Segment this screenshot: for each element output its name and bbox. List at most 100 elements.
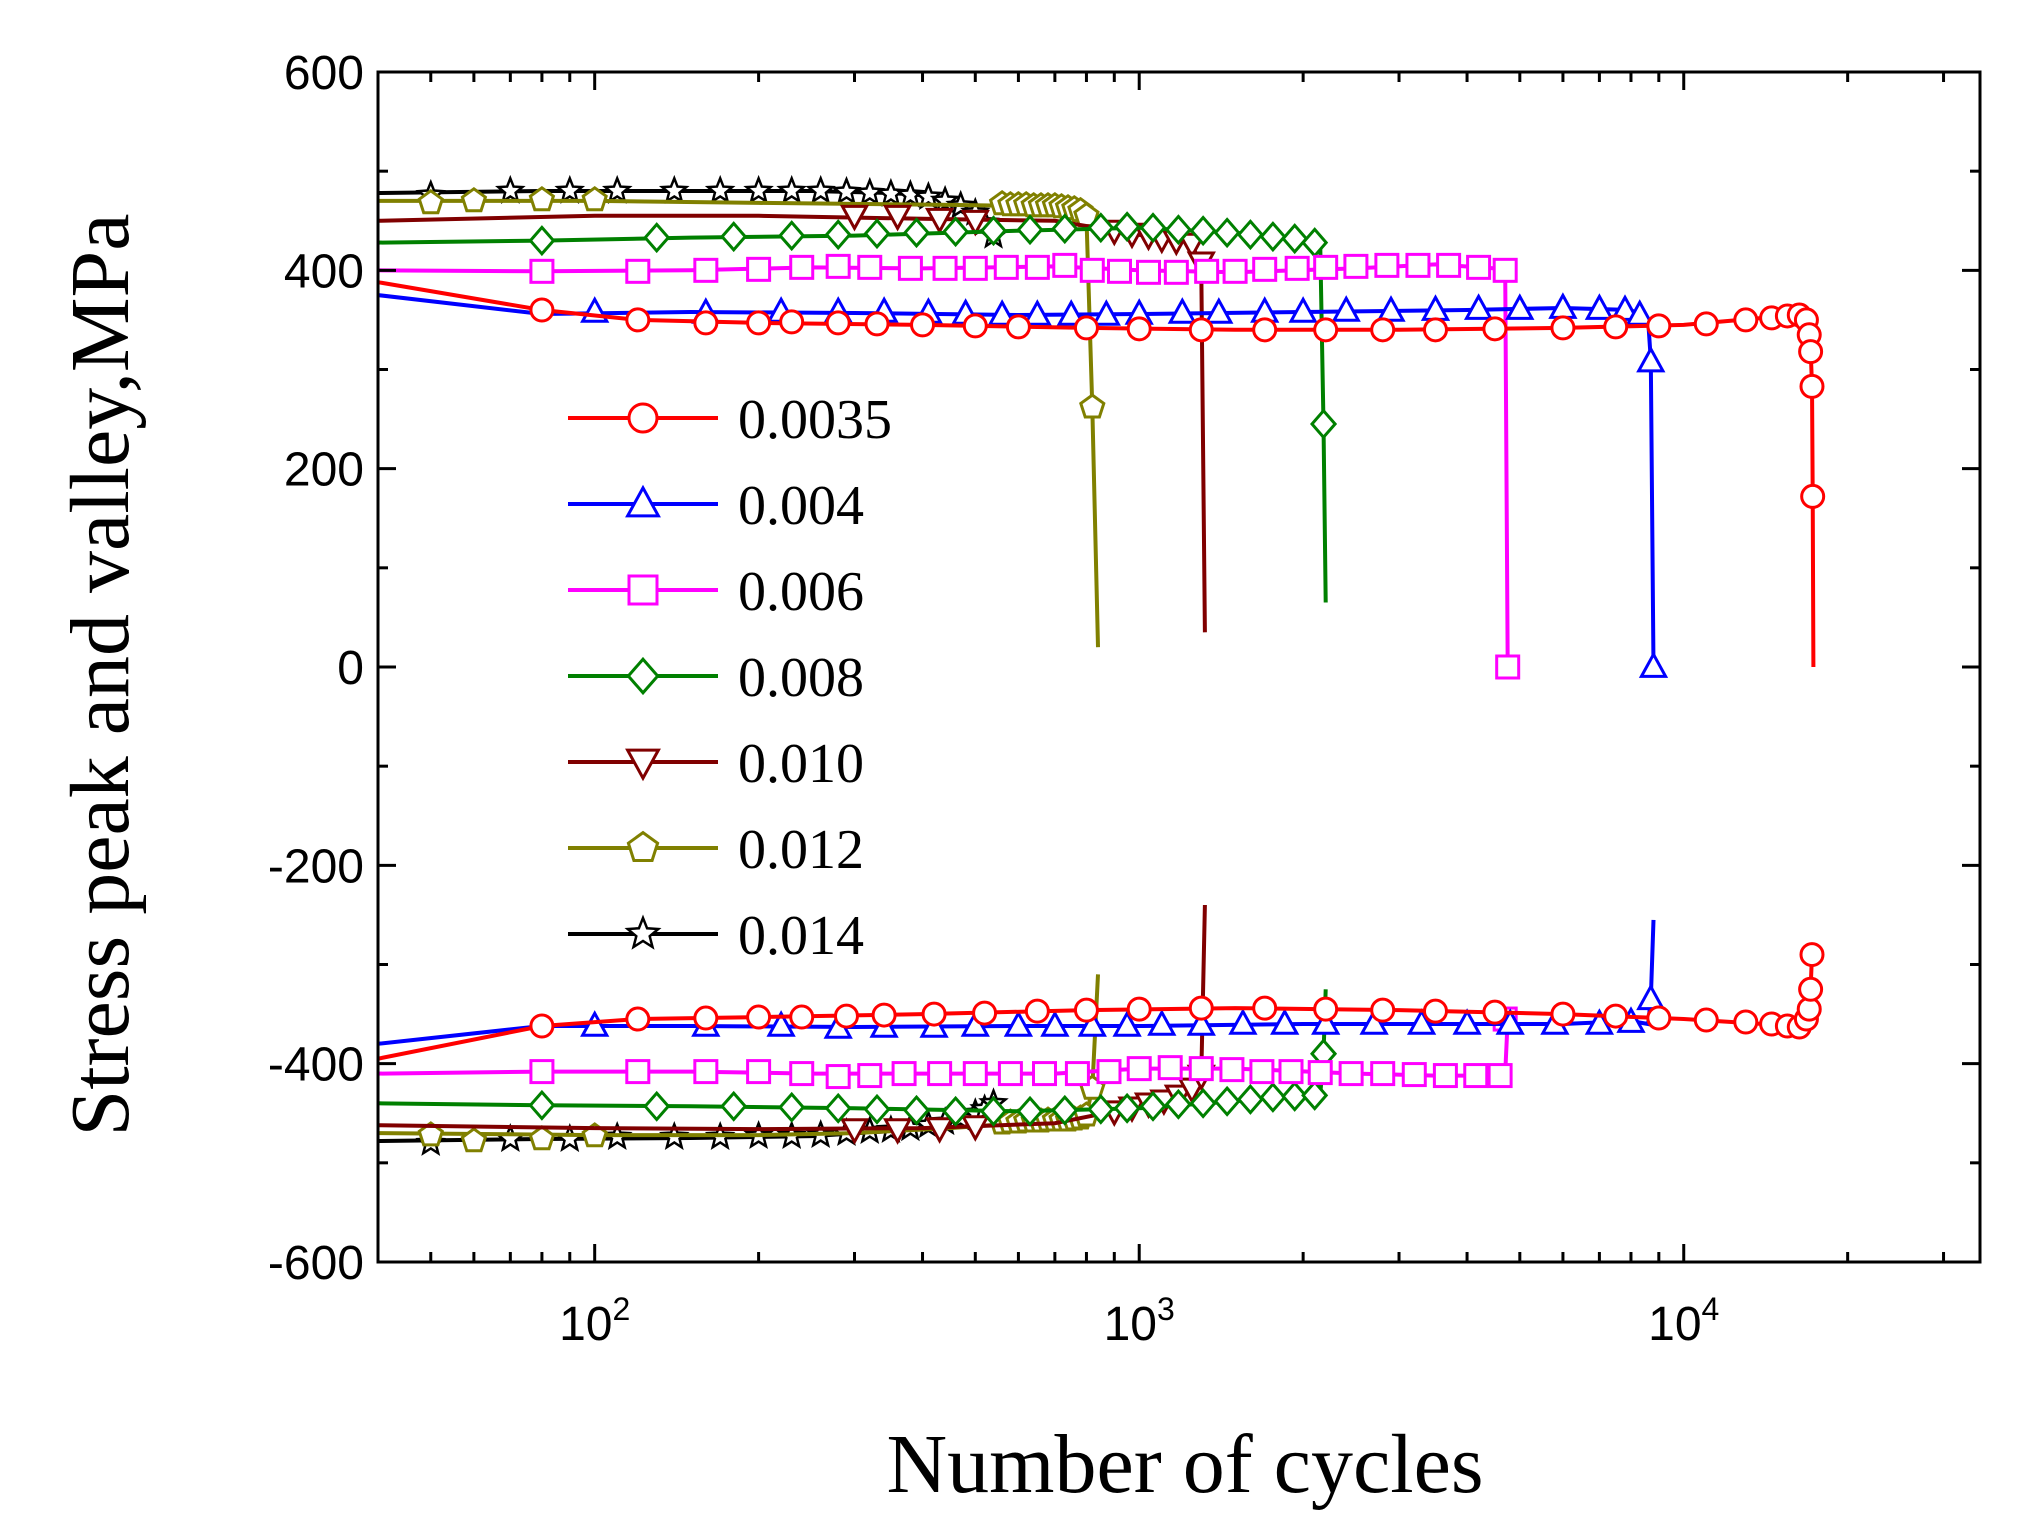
peak-point <box>1495 654 1521 680</box>
peak-point <box>1163 259 1189 285</box>
valley-point <box>1646 1005 1672 1031</box>
peak-point <box>720 221 748 253</box>
peak-point <box>779 309 805 335</box>
peak-point <box>913 180 944 210</box>
valley-point <box>1406 1008 1437 1035</box>
valley-point <box>789 1061 815 1087</box>
peak-point <box>1370 317 1396 343</box>
valley-point <box>1463 1063 1489 1089</box>
legend-label: 0.004 <box>738 475 864 537</box>
y-tick-label: 0 <box>337 642 364 695</box>
legend-marker <box>624 914 662 950</box>
valley-point <box>972 1000 998 1026</box>
peak-point <box>1056 299 1086 326</box>
valley-point <box>891 1061 917 1087</box>
valley-point <box>625 1006 651 1032</box>
valley-point <box>1798 976 1824 1002</box>
peak-point <box>1079 393 1106 419</box>
peak-point <box>1113 211 1141 243</box>
peak-point <box>1693 311 1719 337</box>
valley-point <box>1278 1059 1304 1085</box>
valley-point <box>1003 1010 1034 1037</box>
legend-entry: 0.012 <box>568 819 864 881</box>
valley-point <box>528 1125 556 1151</box>
valley-point <box>863 1093 891 1125</box>
valley-point <box>1487 1063 1513 1089</box>
valley-point <box>1157 1055 1183 1081</box>
valley-point <box>1051 1094 1079 1126</box>
legend-marker <box>625 748 661 782</box>
peak-point <box>824 219 852 251</box>
valley-point <box>1016 1095 1044 1127</box>
peak-point <box>1492 257 1518 283</box>
series-peak-line <box>378 198 1100 648</box>
peak-point <box>746 256 772 282</box>
valley-point <box>1301 1079 1329 1111</box>
peak-point <box>1798 339 1824 365</box>
peak-point <box>839 204 870 232</box>
peak-point <box>1636 345 1666 373</box>
peak-point <box>1733 307 1759 333</box>
peak-point <box>987 299 1017 326</box>
valley-point <box>1313 996 1339 1022</box>
valley-point <box>1370 997 1396 1023</box>
valley-point <box>529 1059 555 1085</box>
peak-point <box>1204 297 1234 324</box>
valley-point <box>1213 1085 1241 1117</box>
valley-point <box>1422 998 1448 1024</box>
peak-point <box>528 185 556 212</box>
peak-point <box>882 204 913 232</box>
peak-point <box>601 174 633 204</box>
x-axis-title: Number of cycles <box>886 1418 1483 1511</box>
valley-point <box>1452 1008 1482 1035</box>
peak-point <box>1259 221 1287 253</box>
series-0.006 <box>377 252 1521 1090</box>
valley-point <box>789 1004 815 1030</box>
valley-point <box>746 1059 772 1085</box>
valley-point <box>1219 1057 1245 1083</box>
peak-point <box>1436 252 1462 278</box>
valley-point <box>778 1091 806 1123</box>
valley-point <box>693 1005 719 1031</box>
valley-point <box>1040 1010 1070 1037</box>
valley-point <box>460 1127 488 1153</box>
peak-point <box>693 310 719 336</box>
peak-point <box>1646 313 1672 339</box>
peak-point <box>704 174 736 204</box>
valley-point <box>1370 1061 1396 1087</box>
peak-point <box>495 174 526 204</box>
valley-point <box>1126 1056 1152 1082</box>
peak-point <box>1463 293 1494 320</box>
valley-point <box>921 1001 947 1027</box>
y-tick-label: 400 <box>284 245 364 298</box>
peak-point <box>1022 299 1052 326</box>
legend-marker <box>626 656 660 696</box>
peak-point <box>993 254 1019 280</box>
legend-marker <box>627 574 659 606</box>
peak-point <box>1024 254 1050 280</box>
peak-point <box>1313 317 1339 343</box>
peak-point <box>1550 315 1576 341</box>
peak-point <box>825 253 851 279</box>
peak-point <box>529 297 555 323</box>
peak-point <box>460 186 488 213</box>
x-tick-label: 103 <box>1104 1291 1175 1351</box>
valley-point <box>1032 1061 1058 1087</box>
valley-point <box>1259 1081 1287 1113</box>
legend-marker <box>626 830 660 862</box>
legend-entry: 0.0035 <box>568 389 892 451</box>
valley-point <box>1189 1087 1217 1119</box>
peak-point <box>1106 258 1132 284</box>
valley-point <box>1096 1059 1122 1085</box>
peak-point <box>1405 252 1431 278</box>
valley-point <box>882 1118 913 1145</box>
x-tick-label: 104 <box>1648 1291 1719 1351</box>
valley-point <box>824 1092 852 1124</box>
legend-entry: 0.006 <box>568 561 864 623</box>
valley-point <box>871 1002 897 1028</box>
valley-point <box>1147 1009 1177 1036</box>
valley-point <box>1311 1008 1341 1035</box>
peak-point <box>1310 408 1338 440</box>
legend-label: 0.008 <box>738 647 864 709</box>
